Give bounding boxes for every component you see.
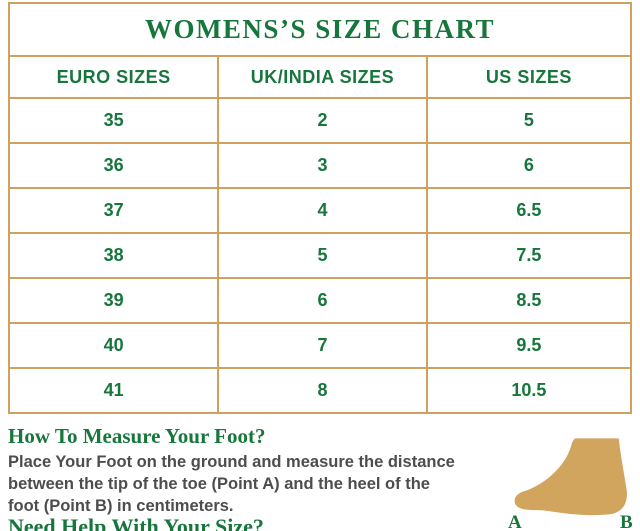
instruction-line: foot (Point B) in centimeters. (8, 497, 234, 515)
size-chart-table: WOMENS’S SIZE CHART EURO SIZES UK/INDIA … (7, 2, 633, 414)
header-row: EURO SIZES UK/INDIA SIZES US SIZES (7, 55, 633, 99)
size-cell: 8 (217, 367, 428, 414)
measure-foot-instructions: Place Your Foot on the ground and measur… (8, 451, 455, 517)
table-row: 40 7 9.5 (7, 322, 633, 369)
table-row: 35 2 5 (7, 97, 633, 144)
size-cell: 10.5 (425, 367, 633, 414)
size-cell: 8.5 (425, 277, 633, 324)
measure-foot-heading: How To Measure Your Foot? (8, 424, 266, 448)
size-cell: 41 (7, 367, 220, 414)
instruction-line: between the tip of the toe (Point A) and… (8, 475, 430, 493)
table-row: 39 6 8.5 (7, 277, 633, 324)
table-row: 38 5 7.5 (7, 232, 633, 279)
column-header-us-sizes: US SIZES (425, 55, 633, 99)
size-cell: 7 (217, 322, 428, 369)
size-cell: 36 (7, 142, 220, 189)
size-cell: 38 (7, 232, 220, 279)
size-cell: 6 (217, 277, 428, 324)
table-row: 36 3 6 (7, 142, 633, 189)
size-cell: 3 (217, 142, 428, 189)
size-cell: 6 (425, 142, 633, 189)
size-cell: 5 (425, 97, 633, 144)
table-row: 37 4 6.5 (7, 187, 633, 234)
size-cell: 40 (7, 322, 220, 369)
size-cell: 4 (217, 187, 428, 234)
table-row: 41 8 10.5 (7, 367, 633, 414)
size-cell: 7.5 (425, 232, 633, 279)
column-header-uk-india-sizes: UK/INDIA SIZES (217, 55, 428, 99)
point-a-label: A (508, 512, 522, 531)
point-b-label: B (620, 512, 633, 531)
size-cell: 37 (7, 187, 220, 234)
size-cell: 6.5 (425, 187, 633, 234)
instruction-line: Place Your Foot on the ground and measur… (8, 453, 455, 471)
size-cell: 5 (217, 232, 428, 279)
size-cell: 35 (7, 97, 220, 144)
title-row: WOMENS’S SIZE CHART (8, 2, 632, 57)
size-cell: 2 (217, 97, 428, 144)
need-help-heading: Need Help With Your Size? (8, 514, 264, 531)
size-cell: 9.5 (425, 322, 633, 369)
foot-icon (514, 438, 627, 516)
size-cell: 39 (7, 277, 220, 324)
column-header-euro-sizes: EURO SIZES (7, 55, 220, 99)
chart-title: WOMENS’S SIZE CHART (8, 2, 632, 57)
